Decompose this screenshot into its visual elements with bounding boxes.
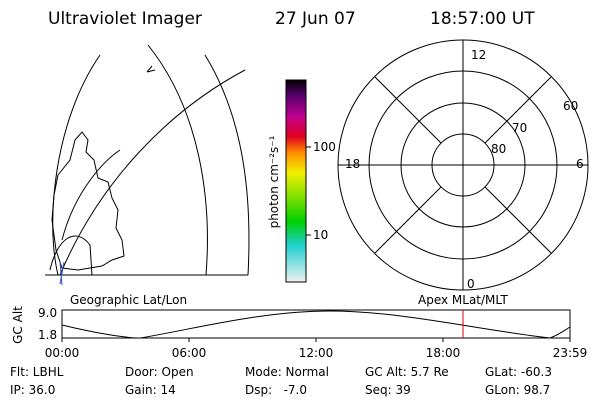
- time: 18:57:00 UT: [430, 9, 535, 29]
- footer-field: Seq: 39: [365, 383, 411, 397]
- footer-field: Door: Open: [125, 365, 194, 379]
- footer-field: Dsp: -7.0: [245, 383, 307, 397]
- polar-grid: [337, 39, 589, 291]
- footer-field: Gain: 14: [125, 383, 176, 397]
- time-label: 23:59: [553, 346, 588, 360]
- ring-label: 80: [491, 142, 506, 156]
- colorbar-label: photon cm⁻²s⁻¹: [267, 135, 281, 228]
- colorbar-tick-label: 10: [313, 228, 328, 242]
- footer-field: Mode: Normal: [245, 365, 329, 379]
- footer: Flt: LBHL Door: Open Mode: Normal GC Alt: 5…: [10, 365, 552, 397]
- map: [45, 44, 250, 286]
- polar-label: 18: [345, 157, 360, 171]
- polar-label: 6: [576, 157, 584, 171]
- time-label: 18:00: [426, 346, 461, 360]
- strip-ymin: 1.8: [38, 328, 57, 342]
- colorbar-tick-label: 100: [313, 140, 336, 154]
- gc-alt-curve: [61, 310, 571, 339]
- footer-field: GLon: 98.7: [485, 383, 550, 397]
- footer-field: GC Alt: 5.7 Re: [365, 365, 449, 379]
- strip-title: Apex MLat/MLT: [418, 293, 508, 307]
- ring-label: 60: [563, 99, 578, 113]
- strip-axis-label: GC Alt: [11, 306, 25, 344]
- footer-field: Flt: LBHL: [10, 365, 64, 379]
- strip-ymax: 9.0: [38, 306, 57, 320]
- polar-label: 12: [471, 48, 486, 62]
- time-label: 06:00: [172, 346, 207, 360]
- colorbar: [285, 79, 307, 283]
- date: 27 Jun 07: [275, 9, 356, 29]
- polar-label: 0: [467, 277, 475, 291]
- strip-time-ticks: 00:00 06:00 12:00 18:00 23:59: [45, 338, 588, 360]
- ring-label: 70: [512, 121, 527, 135]
- time-label: 12:00: [299, 346, 334, 360]
- title: Ultraviolet Imager: [48, 9, 202, 29]
- time-label: 00:00: [45, 346, 80, 360]
- footer-field: IP: 36.0: [10, 383, 55, 397]
- strip-title: Geographic Lat/Lon: [70, 293, 187, 307]
- footer-field: GLat: -60.3: [485, 365, 552, 379]
